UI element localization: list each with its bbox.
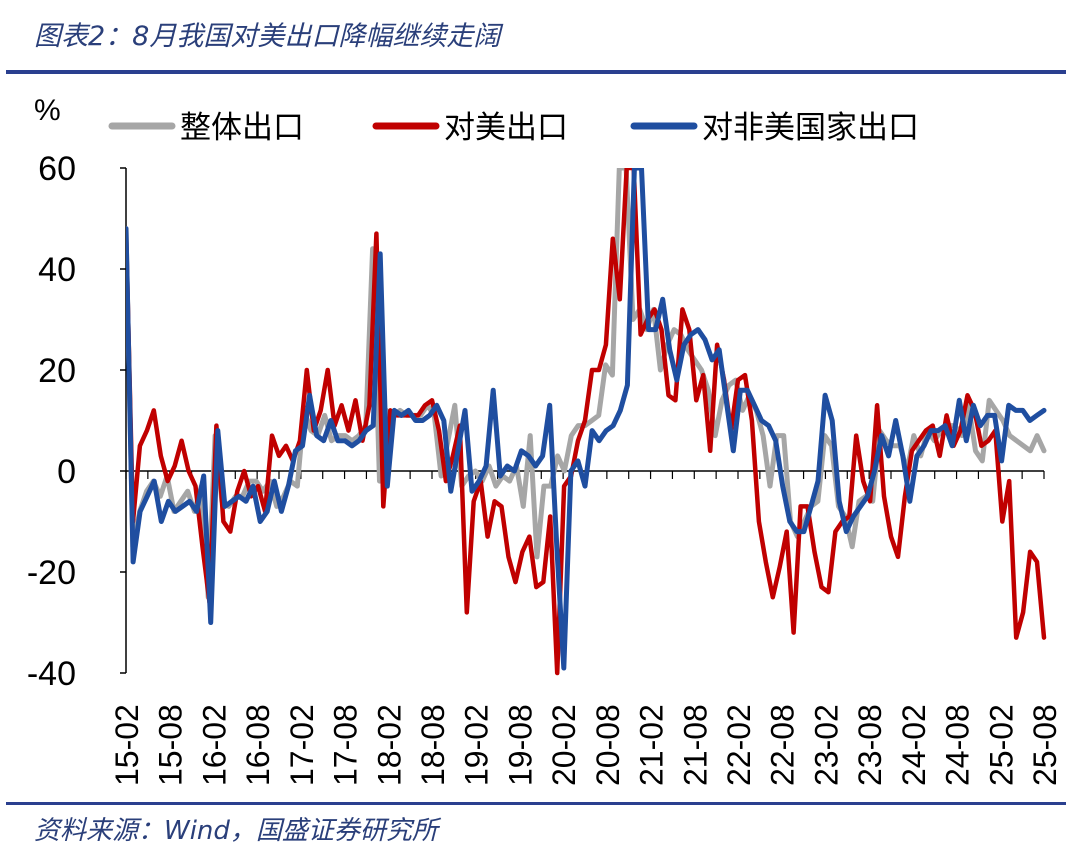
- x-tick-label: 17-08: [328, 704, 364, 786]
- x-tick-label: 16-02: [196, 704, 232, 786]
- x-tick-label: 23-08: [852, 704, 888, 786]
- source-note: 资料来源：Wind，国盛证券研究所: [34, 816, 438, 846]
- x-tick-label: 16-08: [240, 704, 276, 786]
- line-chart: 60 40 20 0 -20 -40 15-02 15-08 16-02 16-08 17-02 17…: [27, 94, 1063, 786]
- x-tick-label: 20-08: [590, 704, 626, 786]
- title-divider: [6, 70, 1066, 74]
- x-tick-label: 19-02: [459, 704, 495, 786]
- y-tick-label: 20: [38, 352, 76, 390]
- series-line-2: [126, 168, 1047, 671]
- x-tick-label: 22-08: [765, 704, 801, 786]
- x-tick-label: 19-08: [502, 704, 538, 786]
- series-lines: [126, 168, 1047, 676]
- y-tick-label: -40: [27, 655, 76, 693]
- x-tick-label: 15-08: [153, 704, 189, 786]
- legend: 整体出口 对美出口 对非美国家出口: [108, 110, 919, 146]
- series-line-0: [126, 168, 1047, 600]
- legend-label: 对美出口: [444, 110, 568, 146]
- legend-label: 整体出口: [180, 110, 304, 146]
- x-tick-label: 24-08: [940, 704, 976, 786]
- x-tick-label: 21-02: [634, 704, 670, 786]
- y-tick-label: 60: [38, 150, 76, 188]
- y-tick-label: 40: [38, 251, 76, 289]
- x-tick-label: 24-02: [896, 704, 932, 786]
- x-tick-label: 23-02: [808, 704, 844, 786]
- source-divider: [6, 802, 1066, 805]
- axes: 60 40 20 0 -20 -40 15-02 15-08 16-02 16-08 17-02 17…: [27, 150, 1063, 786]
- x-tick-label: 21-08: [677, 704, 713, 786]
- x-tick-label: 25-08: [1027, 704, 1063, 786]
- y-tick-label: 0: [57, 453, 76, 491]
- x-tick-label: 17-02: [284, 704, 320, 786]
- x-tick-label: 25-02: [983, 704, 1019, 786]
- x-tick-label: 15-02: [109, 704, 145, 786]
- series-line-1: [126, 168, 1047, 676]
- y-tick-label: -20: [27, 554, 76, 592]
- figure-title: 图表2：8月我国对美出口降幅继续走阔: [34, 21, 501, 52]
- y-unit-label: %: [34, 94, 61, 127]
- x-tick-label: 18-08: [415, 704, 451, 786]
- legend-label: 对非美国家出口: [702, 110, 919, 146]
- x-tick-label: 22-02: [721, 704, 757, 786]
- x-tick-label: 18-02: [371, 704, 407, 786]
- x-tick-label: 20-02: [546, 704, 582, 786]
